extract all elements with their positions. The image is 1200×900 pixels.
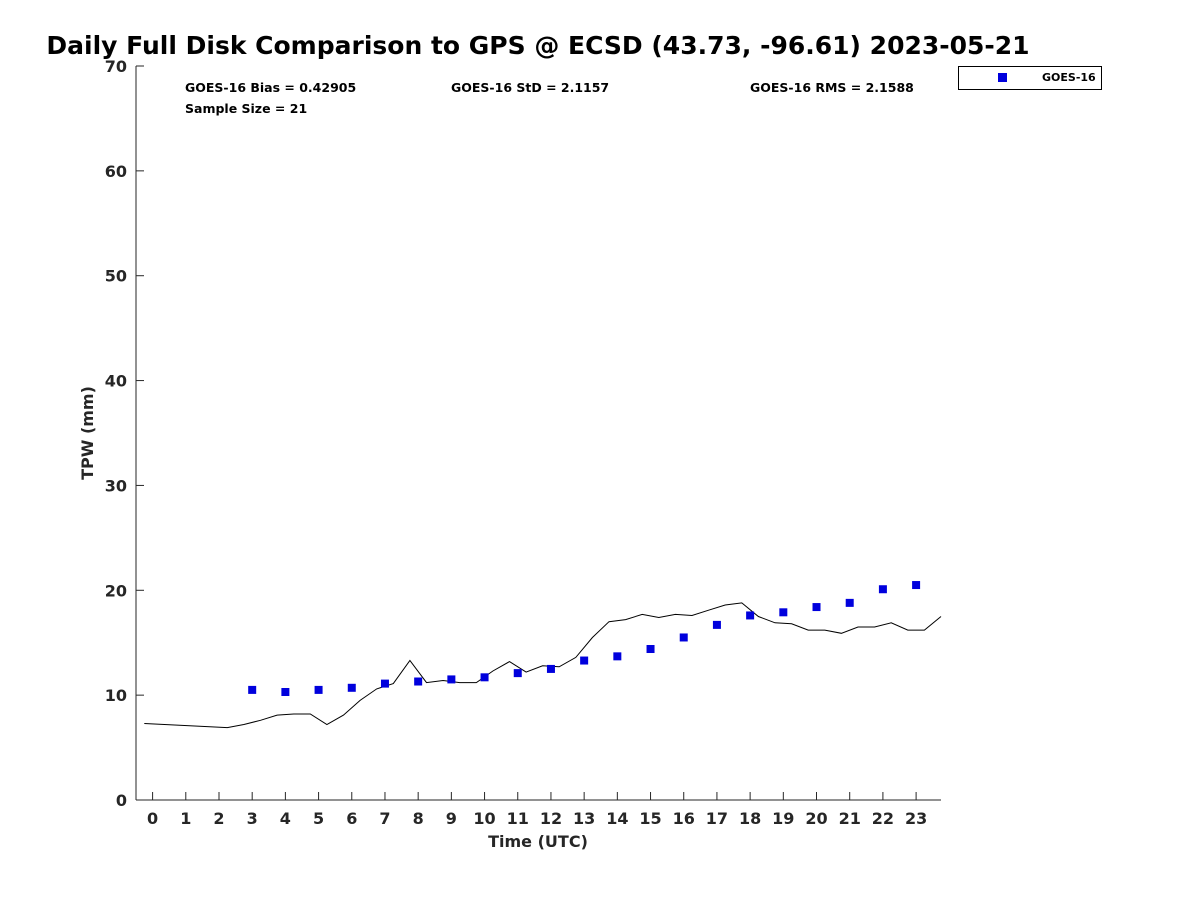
- gps-tpw-line: [144, 602, 942, 729]
- y-axis-label: TPW (mm): [78, 386, 97, 480]
- x-tick-label: 23: [905, 809, 927, 828]
- rms-stat: GOES-16 RMS = 2.1588: [750, 80, 914, 95]
- x-tick-label: 3: [247, 809, 258, 828]
- goes16-point: [414, 677, 423, 686]
- legend: GOES-16: [958, 66, 1102, 90]
- sample-size-stat: Sample Size = 21: [185, 101, 307, 116]
- y-tick-label: 60: [105, 162, 127, 181]
- y-tick-label: 20: [105, 581, 127, 600]
- goes16-point: [480, 673, 489, 682]
- y-tick-label: 50: [105, 267, 127, 286]
- x-tick-label: 15: [639, 809, 661, 828]
- y-tick-label: 30: [105, 476, 127, 495]
- x-tick-label: 19: [772, 809, 794, 828]
- y-tick-label: 0: [116, 791, 127, 810]
- std-stat: GOES-16 StD = 2.1157: [451, 80, 609, 95]
- goes16-point: [248, 685, 257, 694]
- x-tick-label: 0: [147, 809, 158, 828]
- y-tick-label: 40: [105, 372, 127, 391]
- goes16-point: [779, 608, 788, 617]
- goes16-point: [912, 581, 921, 590]
- goes16-scatter-series: [248, 581, 921, 696]
- legend-box: [958, 66, 1102, 90]
- goes16-point: [546, 664, 555, 673]
- x-tick-label: 1: [180, 809, 191, 828]
- goes16-point: [580, 656, 589, 665]
- y-tick-label: 10: [105, 686, 127, 705]
- x-tick-label: 13: [573, 809, 595, 828]
- goes16-point: [281, 687, 290, 696]
- x-axis-label: Time (UTC): [488, 832, 588, 851]
- goes16-point: [314, 685, 323, 694]
- x-tick-label: 14: [606, 809, 628, 828]
- goes16-point: [712, 620, 721, 629]
- goes16-point: [646, 645, 655, 654]
- x-tick-label: 9: [446, 809, 457, 828]
- goes16-point: [746, 611, 755, 620]
- x-tick-label: 21: [839, 809, 861, 828]
- x-tick-label: 11: [507, 809, 529, 828]
- x-tick-label: 6: [346, 809, 357, 828]
- bias-stat: GOES-16 Bias = 0.42905: [185, 80, 356, 95]
- x-tick-label: 22: [872, 809, 894, 828]
- goes16-point: [878, 585, 887, 594]
- x-tick-label: 12: [540, 809, 562, 828]
- x-tick-label: 4: [280, 809, 291, 828]
- goes16-point: [380, 679, 389, 688]
- goes16-point: [845, 598, 854, 607]
- y-tick-label: 70: [105, 57, 127, 76]
- goes16-point: [812, 603, 821, 612]
- x-tick-label: 7: [379, 809, 390, 828]
- goes16-point: [513, 669, 522, 678]
- axis-ticks: 0 1 2 3 4 5 6 7 8 9 10 11 12 13 14 15 16 17 18 19 20 21 22 2301…: [105, 57, 928, 828]
- x-tick-label: 5: [313, 809, 324, 828]
- goes16-point: [347, 683, 356, 692]
- goes16-point: [613, 652, 622, 661]
- x-tick-label: 16: [673, 809, 695, 828]
- legend-marker-square-icon: [998, 73, 1007, 82]
- legend-label-goes16: GOES-16: [1042, 71, 1096, 84]
- goes16-point: [447, 675, 456, 684]
- x-tick-label: 10: [473, 809, 495, 828]
- x-tick-label: 8: [413, 809, 424, 828]
- x-tick-label: 18: [739, 809, 761, 828]
- x-tick-label: 20: [805, 809, 827, 828]
- x-tick-label: 17: [706, 809, 728, 828]
- x-tick-label: 2: [213, 809, 224, 828]
- plot-area: [135, 66, 941, 801]
- gps-line-series: [144, 602, 942, 729]
- chart-title: Daily Full Disk Comparison to GPS @ ECSD…: [46, 31, 1029, 60]
- goes16-point: [679, 633, 688, 642]
